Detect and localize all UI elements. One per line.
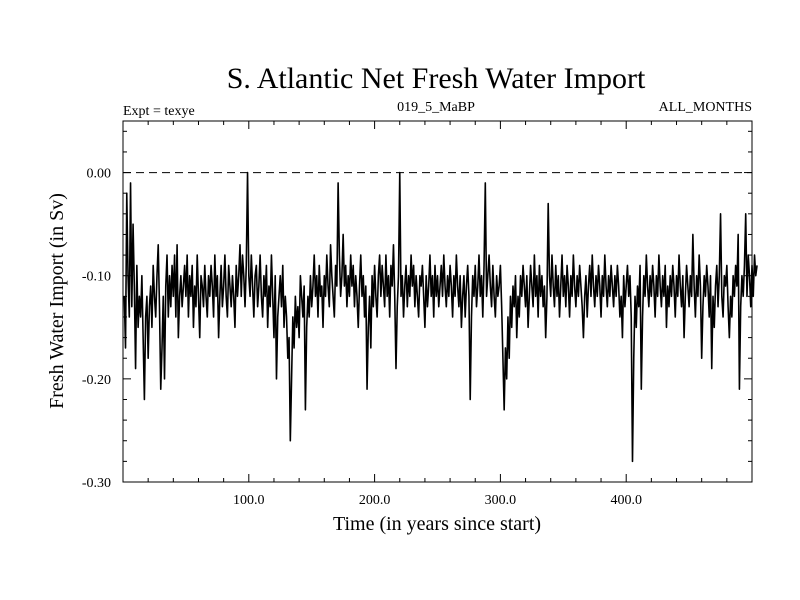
x-tick-label: 100.0 xyxy=(233,493,265,508)
x-axis-label: Time (in years since start) xyxy=(333,513,541,535)
y-tick-label: -0.20 xyxy=(82,373,111,388)
y-tick-label: -0.10 xyxy=(82,270,111,285)
x-tick-label: 200.0 xyxy=(359,493,391,508)
x-tick-label: 400.0 xyxy=(610,493,642,508)
plot-frame xyxy=(122,120,753,483)
y-tick-label: -0.30 xyxy=(82,476,111,491)
months-label: ALL_MONTHS xyxy=(659,100,752,115)
x-tick-label: 300.0 xyxy=(485,493,517,508)
series-line xyxy=(123,171,758,463)
y-tick-label: 0.00 xyxy=(87,167,112,182)
run-label: 019_5_MaBP xyxy=(397,100,475,115)
axes-layer: 100.0 200.0 300.0 400.0 -0.30 -0.20 -0.10 0.00 xyxy=(82,121,752,508)
experiment-label: Expt = texye xyxy=(123,104,195,119)
data-layer xyxy=(123,171,758,463)
chart-title: S. Atlantic Net Fresh Water Import xyxy=(227,62,646,95)
y-axis-label: Fresh Water Import (in Sv) xyxy=(46,193,68,409)
